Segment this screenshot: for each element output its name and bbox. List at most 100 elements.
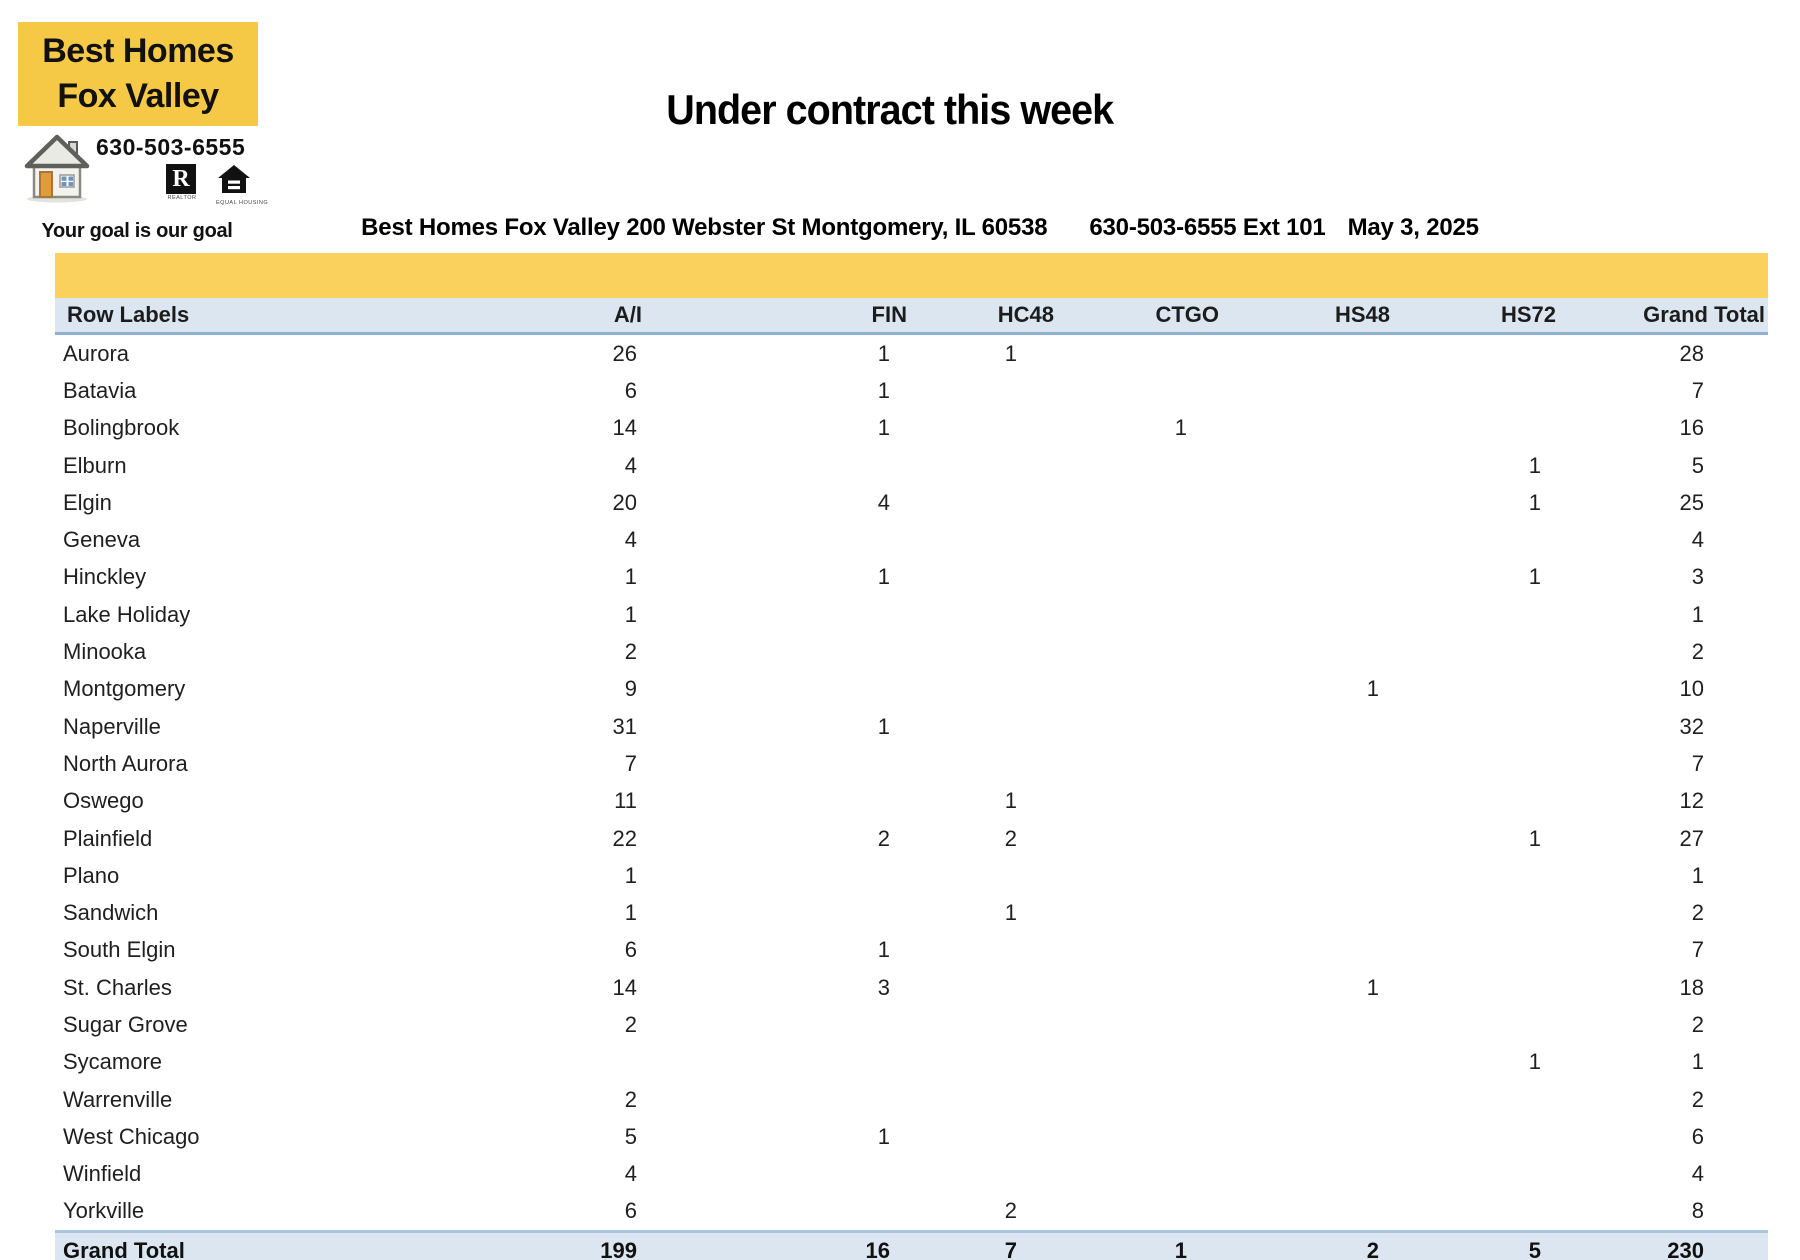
value-cell-hs48	[1222, 446, 1393, 485]
value-cell-grand-total: 5	[1559, 446, 1768, 485]
value-cell-hs72	[1393, 333, 1559, 373]
table-row: Lake Holiday 1 1	[55, 596, 1768, 634]
value-cell-fin: 1	[645, 931, 910, 970]
table-row: Batavia 6 1 7	[55, 372, 1768, 410]
value-cell-ai: 9	[500, 670, 645, 708]
table-row: St. Charles 14 3 1 18	[55, 969, 1768, 1007]
equal-housing-glyph	[218, 165, 250, 193]
column-header-ai: A/I	[500, 298, 645, 335]
pivot-table-wrap: Row Labels A/I FIN HC48 CTGO HS48 HS72 G…	[55, 253, 1768, 1260]
value-cell-hc48	[910, 707, 1057, 746]
value-cell-grand-total: 230	[1559, 1230, 1768, 1260]
table-row: Bolingbrook 14 1 1 16	[55, 409, 1768, 447]
value-cell-ai: 199	[500, 1230, 645, 1260]
grand-total-row: Grand Total 199 16 7 1 2 5 230	[55, 1230, 1768, 1260]
value-cell-fin	[645, 1155, 910, 1193]
value-cell-hs48	[1222, 894, 1393, 932]
value-cell-hs48	[1222, 1118, 1393, 1156]
value-cell-hc48: 1	[910, 782, 1057, 820]
value-cell-fin: 3	[645, 969, 910, 1007]
value-cell-ai: 6	[500, 1192, 645, 1232]
value-cell-ctgo	[1057, 782, 1222, 820]
value-cell-hc48: 7	[910, 1230, 1057, 1260]
value-cell-ai: 1	[500, 596, 645, 634]
value-cell-fin: 4	[645, 484, 910, 522]
row-label-cell: Yorkville	[55, 1192, 500, 1232]
value-cell-grand-total: 8	[1559, 1192, 1768, 1232]
value-cell-hs48	[1222, 1043, 1393, 1081]
value-cell-grand-total: 4	[1559, 1155, 1768, 1193]
table-row: Plano 1 1	[55, 857, 1768, 895]
value-cell-fin	[645, 745, 910, 783]
row-label-cell: Montgomery	[55, 670, 500, 708]
value-cell-hs72	[1393, 670, 1559, 708]
logo-phone-number: 630-503-6555	[96, 134, 246, 160]
table-row: Minooka 2 2	[55, 633, 1768, 671]
row-label-cell: Geneva	[55, 521, 500, 559]
value-cell-ctgo	[1057, 484, 1222, 522]
value-cell-hs48	[1222, 745, 1393, 783]
value-cell-ai: 1	[500, 558, 645, 597]
value-cell-grand-total: 2	[1559, 894, 1768, 932]
value-cell-hs48	[1222, 372, 1393, 410]
value-cell-ctgo	[1057, 372, 1222, 410]
value-cell-fin: 1	[645, 707, 910, 746]
value-cell-hs48: 2	[1222, 1230, 1393, 1260]
value-cell-hs72	[1393, 894, 1559, 932]
value-cell-grand-total: 1	[1559, 596, 1768, 634]
value-cell-hs72	[1393, 1006, 1559, 1044]
realtor-caption: REALTOR	[167, 195, 197, 201]
value-cell-ctgo	[1057, 333, 1222, 373]
row-label-cell: Hinckley	[55, 558, 500, 597]
table-row: Sycamore 1 1	[55, 1043, 1768, 1081]
value-cell-ai: 26	[500, 333, 645, 373]
value-cell-fin	[645, 1080, 910, 1119]
value-cell-hc48	[910, 1080, 1057, 1119]
value-cell-hs48	[1222, 931, 1393, 970]
table-footer: Grand Total 199 16 7 1 2 5 230	[55, 1230, 1768, 1260]
value-cell-fin: 1	[645, 333, 910, 373]
value-cell-hc48: 2	[910, 819, 1057, 858]
value-cell-hc48	[910, 521, 1057, 559]
value-cell-ai: 14	[500, 409, 645, 447]
value-cell-hs48	[1222, 596, 1393, 634]
value-cell-ctgo	[1057, 969, 1222, 1007]
value-cell-ai: 6	[500, 931, 645, 970]
value-cell-hs72	[1393, 1155, 1559, 1193]
value-cell-hs72: 1	[1393, 484, 1559, 522]
value-cell-grand-total: 7	[1559, 372, 1768, 410]
value-cell-ai: 2	[500, 1080, 645, 1119]
value-cell-ai: 20	[500, 484, 645, 522]
value-cell-hc48	[910, 969, 1057, 1007]
value-cell-fin: 1	[645, 409, 910, 447]
table-row: Plainfield 22 2 2 1 27	[55, 819, 1768, 858]
value-cell-ctgo	[1057, 894, 1222, 932]
value-cell-fin	[645, 782, 910, 820]
value-cell-hs72: 1	[1393, 1043, 1559, 1081]
office-phone-ext: 630-503-6555 Ext 101	[1089, 214, 1326, 241]
table-row: Sandwich 1 1 2	[55, 894, 1768, 932]
realtor-icon: R REALTOR	[166, 164, 198, 206]
value-cell-fin: 1	[645, 372, 910, 410]
value-cell-hs72	[1393, 969, 1559, 1007]
row-label-cell: Grand Total	[55, 1230, 500, 1260]
header-row: Row Labels A/I FIN HC48 CTGO HS48 HS72 G…	[55, 298, 1768, 335]
value-cell-hc48	[910, 558, 1057, 597]
column-header-hs72: HS72	[1393, 298, 1559, 335]
value-cell-grand-total: 2	[1559, 1006, 1768, 1044]
value-cell-ctgo: 1	[1057, 409, 1222, 447]
report-date: May 3, 2025	[1347, 214, 1479, 241]
value-cell-ctgo	[1057, 1080, 1222, 1119]
row-label-cell: St. Charles	[55, 969, 500, 1007]
value-cell-fin	[645, 670, 910, 708]
row-label-cell: Naperville	[55, 707, 500, 746]
office-address: Best Homes Fox Valley 200 Webster St Mon…	[361, 214, 1048, 241]
row-label-cell: Batavia	[55, 372, 500, 410]
value-cell-ctgo	[1057, 446, 1222, 485]
column-header-ctgo: CTGO	[1057, 298, 1222, 335]
address-line: Best Homes Fox Valley 200 Webster St Mon…	[60, 214, 1780, 242]
value-cell-fin	[645, 857, 910, 895]
realtor-r-glyph: R	[166, 164, 196, 194]
company-logo: Best Homes Fox Valley	[18, 22, 258, 126]
